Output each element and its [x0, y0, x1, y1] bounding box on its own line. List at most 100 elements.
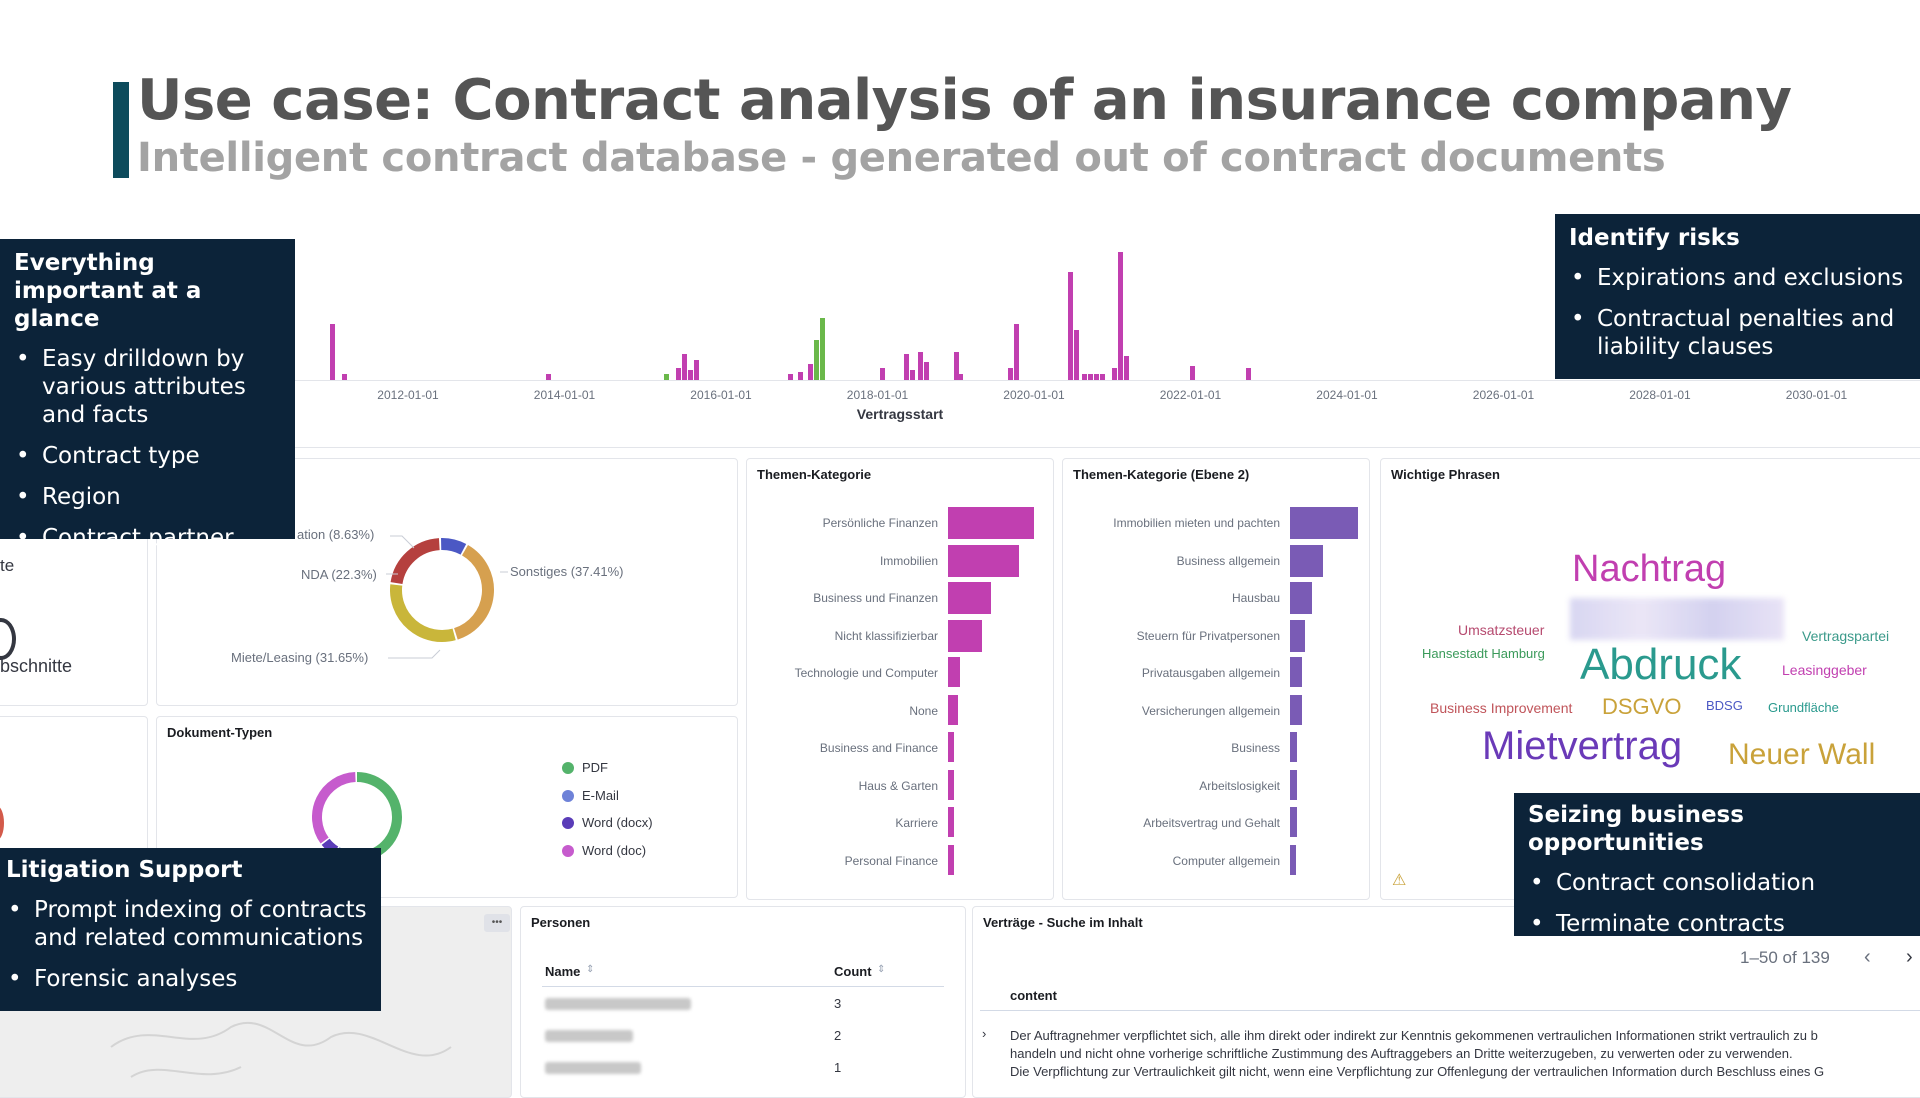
timeline-bar[interactable] — [954, 352, 959, 380]
category-bar[interactable] — [948, 657, 961, 687]
callout-risks-title: Identify risks — [1569, 225, 1740, 251]
metric-label-partial: te — [0, 556, 15, 575]
timeline-bar[interactable] — [1100, 374, 1105, 380]
category-bar[interactable] — [1290, 769, 1297, 800]
bar-category-label: Hausbau — [1231, 591, 1280, 605]
timeline-bar[interactable] — [1190, 366, 1195, 380]
chevron-right-icon[interactable]: › — [1906, 946, 1913, 968]
timeline-bar[interactable] — [958, 374, 963, 380]
category-bar[interactable] — [948, 544, 1019, 577]
timeline-bar[interactable] — [676, 368, 681, 380]
timeline-bar[interactable] — [1088, 374, 1093, 380]
category-bar[interactable] — [1290, 582, 1312, 614]
timeline-bar[interactable] — [904, 354, 909, 380]
map-options-button[interactable]: ••• — [484, 914, 510, 932]
timeline-bar[interactable] — [880, 368, 885, 380]
word-abdruck: Abdruck — [1580, 640, 1742, 689]
category-bar[interactable] — [948, 507, 1034, 539]
timeline-bar[interactable] — [1246, 368, 1251, 380]
legend-dot[interactable] — [562, 817, 574, 829]
timeline-tick: 2030-01-01 — [1785, 388, 1848, 402]
timeline-bar[interactable] — [330, 324, 335, 380]
timeline-bar[interactable] — [546, 374, 551, 380]
title-accent-bar — [113, 82, 129, 178]
bar-category-label: Privatausgaben allgemein — [1141, 666, 1280, 680]
expand-row-icon[interactable]: › — [982, 1026, 987, 1041]
timeline-bar[interactable] — [820, 318, 825, 380]
callout-risks: Identify risks Expirations and exclusion… — [1555, 214, 1920, 379]
timeline-bar[interactable] — [1118, 252, 1123, 380]
donut-label-sonstiges: Sonstiges (37.41%) — [510, 564, 624, 579]
category-bar[interactable] — [1290, 844, 1296, 875]
document-type-slice[interactable] — [344, 772, 402, 862]
timeline-bar[interactable] — [798, 372, 803, 380]
category-bar[interactable] — [948, 582, 991, 614]
timeline-tick: 2012-01-01 — [377, 388, 439, 402]
timeline-bar[interactable] — [682, 354, 687, 380]
callout-litigation-title: Litigation Support — [6, 857, 243, 883]
timeline-tick: 2018-01-01 — [846, 388, 909, 402]
persons-col-name[interactable]: Name — [545, 964, 581, 979]
timeline-bar[interactable] — [1074, 330, 1079, 380]
contract-type-slice[interactable] — [453, 544, 494, 640]
word-leasinggeber: Leasinggeber — [1782, 662, 1867, 678]
contract-type-slice[interactable] — [440, 538, 467, 555]
sort-icon[interactable]: ⇕ — [877, 964, 886, 975]
legend-label[interactable]: E-Mail — [582, 787, 619, 803]
category-bar[interactable] — [948, 732, 955, 762]
word-bdsg: BDSG — [1706, 698, 1743, 713]
timeline-bar[interactable] — [1112, 368, 1117, 380]
timeline-bar[interactable] — [1124, 356, 1129, 380]
timeline-bar[interactable] — [694, 360, 699, 380]
timeline-bar[interactable] — [910, 370, 915, 380]
legend-label[interactable]: Word (docx) — [582, 815, 653, 830]
callout-risks-item: Contractual penalties and liability clau… — [1571, 305, 1906, 361]
timeline-bar[interactable] — [814, 340, 819, 380]
timeline-bar[interactable] — [918, 352, 923, 380]
legend-dot[interactable] — [562, 844, 574, 857]
timeline-bar[interactable] — [1082, 374, 1087, 380]
timeline-bar[interactable] — [808, 364, 813, 380]
timeline-bar[interactable] — [1014, 324, 1019, 380]
category-bar[interactable] — [1290, 657, 1303, 687]
timeline-bar[interactable] — [788, 374, 793, 380]
category-bar[interactable] — [948, 844, 955, 875]
donut-label-miete: Miete/Leasing (31.65%) — [231, 650, 369, 665]
chevron-left-icon[interactable]: ‹ — [1864, 946, 1871, 968]
bar-category-label: Business allgemein — [1176, 553, 1280, 568]
legend-dot[interactable] — [562, 762, 574, 774]
bar-category-label: Nicht klassifizierbar — [834, 628, 938, 643]
timeline-bar[interactable] — [664, 374, 669, 380]
contract-type-slice[interactable] — [390, 538, 440, 585]
timeline-tick: 2020-01-01 — [1003, 388, 1065, 402]
timeline-bar[interactable] — [342, 374, 347, 380]
callout-litigation-list: Prompt indexing of contracts and related… — [6, 896, 375, 993]
category-bar[interactable] — [948, 694, 959, 725]
persons-col-count[interactable]: Count — [834, 964, 872, 979]
document-type-slice[interactable] — [312, 772, 356, 844]
map-outline — [110, 1021, 452, 1078]
word-hansestadt-hamburg: Hansestadt Hamburg — [1422, 646, 1545, 661]
callout-litigation: Litigation Support Prompt indexing of co… — [0, 848, 381, 1011]
category-bar[interactable] — [1290, 732, 1297, 762]
timeline-bar[interactable] — [1008, 368, 1013, 380]
timeline-bar[interactable] — [1094, 374, 1099, 380]
category-bar[interactable] — [1290, 807, 1297, 837]
category-bar[interactable] — [1290, 694, 1303, 725]
sort-icon[interactable]: ⇕ — [586, 964, 595, 975]
legend-label[interactable]: Word (doc) — [582, 842, 647, 858]
timeline-bar[interactable] — [688, 370, 693, 380]
warning-icon[interactable]: ⚠ — [1392, 872, 1407, 889]
contract-type-slice[interactable] — [390, 584, 456, 642]
timeline-bar[interactable] — [1068, 272, 1073, 380]
legend-label[interactable]: PDF — [582, 760, 608, 775]
category-bar[interactable] — [1290, 507, 1358, 539]
category-bar[interactable] — [948, 807, 955, 837]
category-bar[interactable] — [1290, 544, 1323, 577]
category-bar[interactable] — [948, 619, 983, 652]
timeline-bar[interactable] — [924, 362, 929, 380]
legend-dot[interactable] — [562, 789, 574, 802]
category-bar[interactable] — [948, 769, 955, 800]
category-bar[interactable] — [1290, 619, 1305, 652]
bar-category-label: None — [909, 703, 938, 718]
